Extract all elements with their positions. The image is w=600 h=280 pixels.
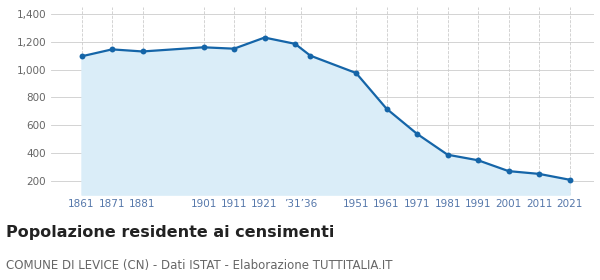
Point (77, 54, 86, 59)
Point (443, 153, 452, 157)
Point (138, 49, 148, 54)
Point (199, 45, 208, 50)
Point (473, 158, 483, 162)
Point (382, 106, 391, 111)
Text: COMUNE DI LEVICE (CN) - Dati ISTAT - Elaborazione TUTTITALIA.IT: COMUNE DI LEVICE (CN) - Dati ISTAT - Ela… (6, 259, 392, 272)
Point (534, 172, 544, 176)
Point (305, 53, 315, 58)
Point (351, 71, 361, 75)
Point (260, 35, 269, 40)
Point (412, 132, 422, 136)
Point (107, 47, 117, 52)
Point (290, 42, 300, 46)
Text: Popolazione residente ai censimenti: Popolazione residente ai censimenti (6, 225, 334, 241)
Point (565, 178, 574, 182)
Point (229, 46, 239, 51)
Point (504, 169, 514, 173)
